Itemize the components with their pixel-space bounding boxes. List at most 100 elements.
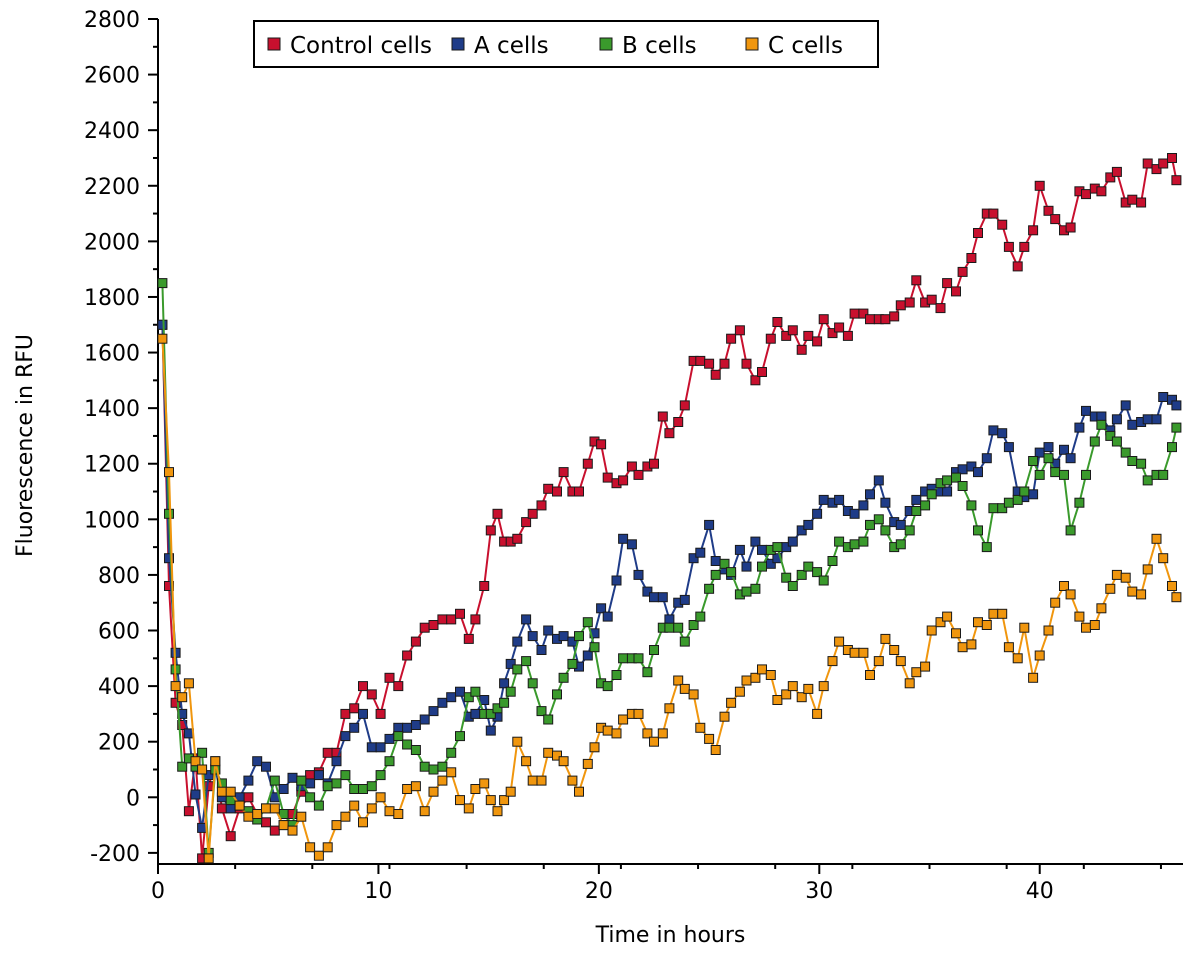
y-tick-label: 400 bbox=[98, 675, 140, 700]
data-point-c-cells bbox=[269, 803, 280, 814]
data-point-b-cells bbox=[1081, 469, 1091, 480]
data-point-a-cells bbox=[470, 708, 481, 719]
data-point-a-cells bbox=[626, 539, 637, 550]
data-point-a-cells bbox=[1151, 414, 1162, 425]
data-point-control-cells bbox=[305, 770, 316, 781]
data-point-control-cells bbox=[695, 355, 706, 366]
data-point-b-cells bbox=[1120, 447, 1131, 458]
data-point-b-cells bbox=[827, 556, 838, 566]
data-point-b-cells bbox=[719, 558, 730, 569]
data-point-b-cells bbox=[904, 525, 915, 536]
data-point-c-cells bbox=[437, 775, 448, 786]
data-point-c-cells bbox=[704, 733, 715, 744]
data-point-b-cells bbox=[589, 642, 600, 653]
data-point-c-cells bbox=[772, 695, 783, 705]
data-point-control-cells bbox=[812, 336, 823, 347]
data-point-a-cells bbox=[375, 742, 386, 753]
data-point-c-cells bbox=[642, 728, 653, 739]
y-tick-label: 1600 bbox=[84, 342, 140, 367]
data-point-control-cells bbox=[558, 467, 569, 478]
data-point-c-cells bbox=[1081, 622, 1091, 633]
data-point-b-cells bbox=[1034, 469, 1045, 480]
data-point-c-cells bbox=[750, 672, 761, 683]
data-point-a-cells bbox=[252, 756, 263, 767]
data-point-c-cells bbox=[296, 811, 307, 822]
data-point-c-cells bbox=[673, 675, 684, 686]
data-point-control-cells bbox=[1012, 261, 1023, 272]
x-tick-label: 20 bbox=[585, 879, 613, 904]
data-point-c-cells bbox=[911, 667, 922, 678]
data-point-b-cells bbox=[393, 731, 404, 742]
data-point-c-cells bbox=[1142, 564, 1153, 575]
data-point-c-cells bbox=[1167, 581, 1177, 591]
data-point-a-cells bbox=[812, 508, 823, 519]
data-point-c-cells bbox=[1158, 553, 1169, 564]
data-point-control-cells bbox=[704, 358, 715, 369]
data-point-b-cells bbox=[157, 278, 168, 289]
data-point-control-cells bbox=[463, 633, 474, 644]
data-point-b-cells bbox=[1050, 467, 1061, 478]
data-point-c-cells bbox=[951, 628, 961, 639]
data-point-control-cells bbox=[827, 328, 838, 339]
data-point-a-cells bbox=[803, 519, 814, 530]
data-point-b-cells bbox=[455, 731, 465, 742]
data-point-b-cells bbox=[296, 775, 307, 786]
y-tick-label: 1200 bbox=[84, 453, 140, 478]
data-point-control-cells bbox=[679, 400, 690, 411]
data-point-a-cells bbox=[796, 525, 807, 536]
data-point-c-cells bbox=[1089, 620, 1100, 630]
data-point-a-cells bbox=[505, 658, 516, 669]
data-point-b-cells bbox=[1142, 475, 1153, 486]
data-point-control-cells bbox=[1065, 222, 1076, 233]
series-line-control-cells bbox=[161, 156, 1178, 859]
data-point-c-cells bbox=[734, 686, 745, 697]
data-point-c-cells bbox=[997, 608, 1008, 619]
data-point-control-cells bbox=[849, 308, 860, 319]
legend-box bbox=[253, 20, 879, 68]
data-point-control-cells bbox=[322, 747, 333, 758]
data-point-control-cells bbox=[358, 681, 368, 692]
data-point-a-cells bbox=[988, 425, 999, 436]
data-point-b-cells bbox=[582, 617, 593, 628]
data-point-a-cells bbox=[973, 467, 983, 478]
data-point-a-cells bbox=[966, 461, 977, 472]
data-point-control-cells bbox=[419, 622, 430, 633]
data-point-c-cells bbox=[889, 645, 900, 655]
data-point-control-cells bbox=[1142, 158, 1153, 169]
data-point-b-cells bbox=[772, 542, 783, 553]
data-point-control-cells bbox=[842, 330, 853, 341]
data-point-a-cells bbox=[757, 544, 767, 555]
data-point-b-cells bbox=[951, 472, 961, 483]
data-point-b-cells bbox=[781, 572, 792, 583]
data-point-control-cells bbox=[1127, 194, 1138, 205]
data-point-control-cells bbox=[527, 508, 538, 519]
data-point-a-cells bbox=[305, 778, 316, 789]
data-point-b-cells bbox=[997, 503, 1008, 514]
data-point-a-cells bbox=[485, 725, 496, 736]
data-point-control-cells bbox=[618, 475, 629, 486]
data-point-control-cells bbox=[710, 369, 721, 380]
data-point-control-cells bbox=[1158, 158, 1169, 169]
data-point-c-cells bbox=[322, 842, 333, 853]
data-point-a-cells bbox=[664, 614, 675, 625]
data-point-control-cells bbox=[973, 228, 983, 238]
data-point-control-cells bbox=[889, 311, 900, 322]
x-tick-label: 10 bbox=[364, 879, 392, 904]
data-point-control-cells bbox=[375, 708, 386, 719]
data-point-c-cells bbox=[781, 689, 792, 700]
data-point-control-cells bbox=[512, 533, 523, 544]
data-point-c-cells bbox=[1151, 533, 1162, 544]
y-tick-label: 2000 bbox=[84, 230, 140, 255]
series-a-cells bbox=[157, 319, 1182, 833]
data-point-b-cells bbox=[966, 500, 977, 511]
data-point-control-cells bbox=[543, 483, 554, 494]
data-point-b-cells bbox=[1003, 497, 1014, 508]
data-point-b-cells bbox=[164, 508, 174, 519]
data-point-a-cells bbox=[1096, 411, 1107, 422]
data-point-c-cells bbox=[210, 756, 221, 767]
data-point-c-cells bbox=[287, 825, 298, 836]
data-point-b-cells bbox=[402, 739, 413, 750]
data-point-b-cells bbox=[521, 656, 532, 667]
data-point-c-cells bbox=[988, 608, 999, 619]
data-point-c-cells bbox=[492, 806, 503, 817]
